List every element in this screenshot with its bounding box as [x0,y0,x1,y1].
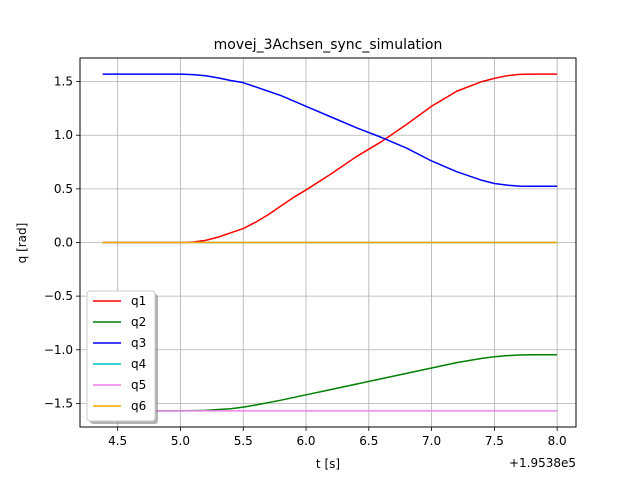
series-line-q1 [102,73,558,244]
y-tick-label: −1.0 [44,343,73,357]
x-tick-label: 7.0 [422,434,441,448]
legend-label-q3: q3 [131,336,146,350]
legend-label-q2: q2 [131,315,146,329]
legend-label-q5: q5 [131,378,146,392]
chart-title: movej_3Achsen_sync_simulation [214,37,443,53]
x-offset-text: +1.9538e5 [509,456,576,470]
ticks: 4.5 5.0 5.5 6.0 6.5 7.0 7.5 8.0 −1.5 −1.0 −0.5 0.0 0… [44,75,567,448]
x-tick-label: 7.5 [485,434,504,448]
legend-label-q1: q1 [131,294,146,308]
grid [80,58,576,427]
x-tick-label: 6.5 [359,434,378,448]
legend-entries: q1 q2 q3 q4 q5 q6 [93,294,146,413]
x-axis-label: t [s] [316,457,340,471]
legend-label-q6: q6 [131,399,146,413]
y-tick-label: 1.5 [54,75,73,89]
x-tick-label: 4.5 [108,434,127,448]
y-tick-label: 0.0 [54,236,73,250]
y-tick-label: −0.5 [44,289,73,303]
legend-label-q4: q4 [131,357,146,371]
y-tick-label: −1.5 [44,396,73,410]
y-tick-label: 0.5 [54,182,73,196]
legend: q1 q2 q3 q4 q5 q6 [86,290,158,424]
legend-box [86,290,156,422]
x-tick-label: 5.5 [234,434,253,448]
series-layer [102,73,558,412]
series-line-q3 [102,73,558,188]
x-tick-label: 8.0 [548,434,567,448]
x-tick-label: 5.0 [171,434,190,448]
x-tick-label: 6.0 [296,434,315,448]
y-tick-label: 1.0 [54,128,73,142]
y-axis-label: q [rad] [15,223,29,264]
